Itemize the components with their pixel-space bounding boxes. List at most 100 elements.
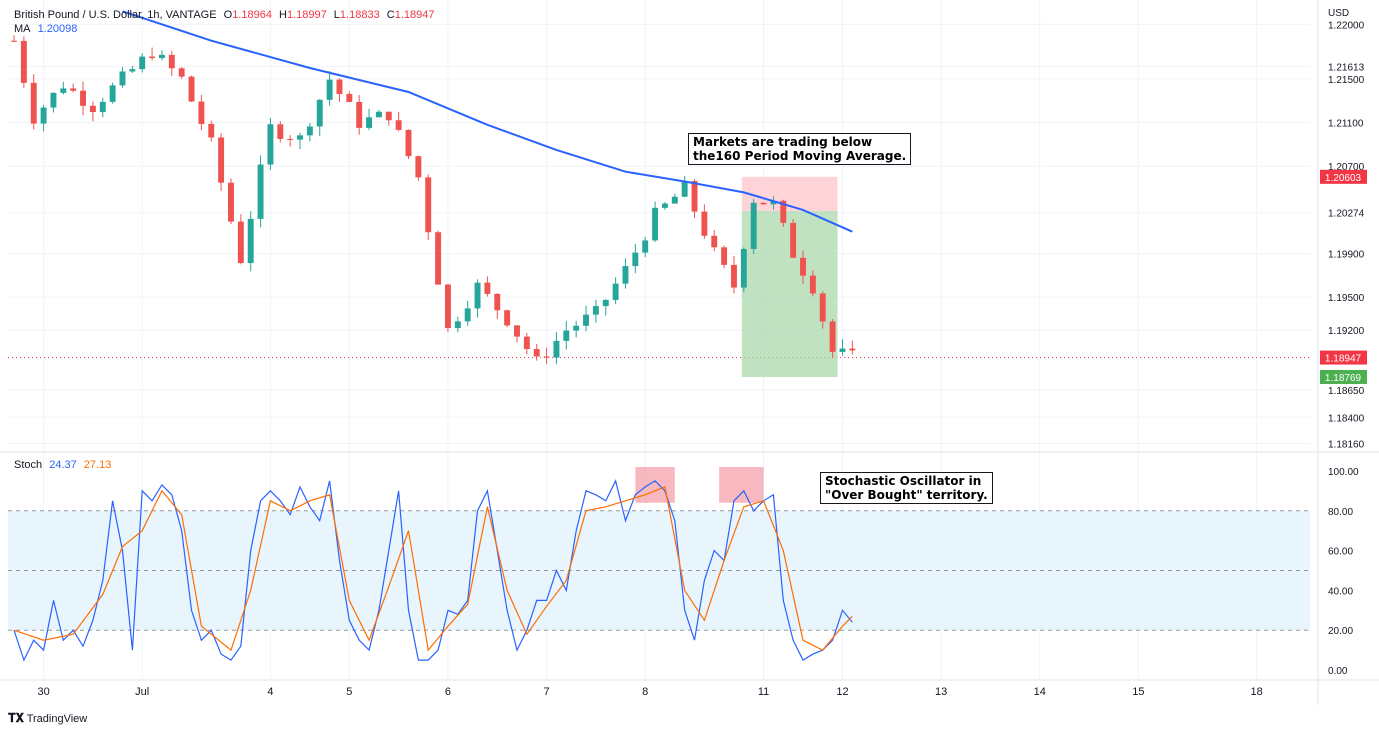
- candle-body: [740, 248, 747, 288]
- ma-label: MA: [14, 23, 31, 35]
- candle-body: [297, 135, 303, 140]
- ohlc-close: C1.18947: [386, 9, 435, 21]
- candle-body: [80, 90, 86, 106]
- candle-body: [336, 79, 343, 94]
- price-tick-label: 1.19900: [1328, 250, 1365, 261]
- price-badges: 1.20603 1.18947 1.18769: [1320, 169, 1367, 384]
- overbought-highlight: [719, 466, 764, 503]
- candle-body: [652, 207, 659, 241]
- candle-body: [208, 123, 215, 138]
- candle-body: [326, 79, 333, 100]
- price-badge-stop-text: 1.20603: [1325, 173, 1362, 184]
- price-tick-label: 1.18400: [1328, 413, 1365, 424]
- stoch-legend[interactable]: Stoch 24.37 27.13: [14, 459, 115, 471]
- candle-body: [770, 200, 777, 205]
- candle-body: [425, 177, 432, 233]
- tradingview-logo[interactable]: 𝐓𝐗 TradingView: [8, 711, 87, 726]
- symbol-legend[interactable]: British Pound / U.S. Dollar, 1h, VANTAGE…: [14, 9, 438, 21]
- candle-body: [711, 235, 718, 248]
- candle-body: [149, 56, 156, 59]
- candle-body: [543, 356, 550, 358]
- price-tick-label: 1.21500: [1328, 75, 1365, 86]
- candle-body: [819, 293, 826, 322]
- candle-body: [129, 69, 136, 72]
- stoch-k-line: [13, 479, 853, 662]
- price-tick-label: 1.18160: [1328, 439, 1365, 450]
- candle-body: [356, 101, 363, 128]
- candle-body: [504, 310, 511, 326]
- candle-body: [671, 196, 678, 204]
- stoch-band: [8, 510, 1310, 631]
- candle-body: [622, 266, 629, 284]
- candle-body: [385, 111, 392, 121]
- x-tick-label: 11: [758, 686, 769, 698]
- stoch-tick-label: 40.00: [1328, 586, 1353, 597]
- candles: [11, 35, 856, 365]
- candle-body: [109, 85, 116, 102]
- candle-body: [139, 56, 146, 70]
- candle-body: [839, 348, 846, 352]
- price-tick-label: 1.19200: [1328, 326, 1365, 337]
- price-tick-label: 1.18650: [1328, 386, 1365, 397]
- x-tick-label: 14: [1034, 686, 1046, 698]
- candle-body: [523, 336, 530, 350]
- candle-body: [277, 124, 284, 139]
- candle-body: [198, 101, 205, 124]
- candle-body: [721, 247, 728, 265]
- price-annotation[interactable]: Markets are trading below the160 Period …: [688, 133, 912, 165]
- x-tick-label: 30: [37, 686, 49, 698]
- price-annotation-line-2: the160 Period Moving Average.: [693, 149, 907, 163]
- candle-body: [168, 54, 175, 69]
- candle-body: [474, 282, 481, 309]
- stoch-annotation-line-1: Stochastic Oscillator in: [825, 474, 982, 488]
- candle-body: [415, 156, 422, 178]
- candle-body: [218, 137, 225, 183]
- stoch-annotation[interactable]: Stochastic Oscillator in "Over Bought" t…: [820, 472, 993, 504]
- candle-body: [632, 252, 639, 267]
- candle-body: [395, 120, 402, 130]
- candle-body: [316, 99, 323, 127]
- candle-body: [681, 181, 688, 197]
- price-badge-target: [1320, 369, 1367, 384]
- candle-body: [454, 321, 461, 329]
- price-badge-current-text: 1.18947: [1325, 354, 1362, 365]
- candle-body: [661, 203, 668, 208]
- tradingview-logo-text: TradingView: [26, 713, 88, 725]
- candle-body: [237, 221, 244, 264]
- candle-body: [731, 264, 737, 288]
- highlight-zones: [635, 466, 764, 503]
- candle-body: [60, 88, 67, 93]
- candle-body: [435, 232, 442, 285]
- candle-body: [158, 54, 165, 59]
- ohlc-open: O1.18964: [223, 9, 272, 21]
- candle-body: [701, 211, 708, 236]
- stoch-lines: [13, 479, 853, 662]
- price-tick-label: 1.22000: [1328, 20, 1365, 31]
- candle-body: [691, 181, 698, 212]
- candle-body: [188, 76, 195, 102]
- candle-body: [849, 348, 856, 351]
- candle-body: [533, 349, 540, 357]
- stoch-d-line: [13, 486, 853, 652]
- price-tick-label: 1.20700: [1328, 162, 1365, 173]
- candle-body: [750, 202, 757, 249]
- x-tick-label: 4: [267, 686, 273, 698]
- candle-body: [30, 82, 37, 124]
- x-tick-label: 6: [445, 686, 451, 698]
- candle-body: [602, 299, 609, 307]
- ohlc-high: H1.18997: [279, 9, 327, 21]
- x-tick-label: 18: [1251, 686, 1263, 698]
- price-tick-label: 1.21100: [1328, 119, 1364, 130]
- candle-body: [11, 40, 17, 42]
- stoch-k-value: 24.37: [49, 459, 77, 471]
- ma-legend[interactable]: MA 1.20098: [14, 23, 81, 35]
- price-annotation-line-1: Markets are trading below: [693, 135, 873, 149]
- price-tick-label: 1.21613: [1328, 63, 1365, 74]
- candle-body: [592, 306, 599, 315]
- x-tick-label: 7: [544, 686, 550, 698]
- stoch-tick-label: 60.00: [1328, 547, 1353, 558]
- overbought-highlight: [635, 466, 675, 503]
- candle-body: [257, 164, 264, 219]
- ma-path: [122, 10, 853, 233]
- stoch-tick-label: 20.00: [1328, 626, 1353, 637]
